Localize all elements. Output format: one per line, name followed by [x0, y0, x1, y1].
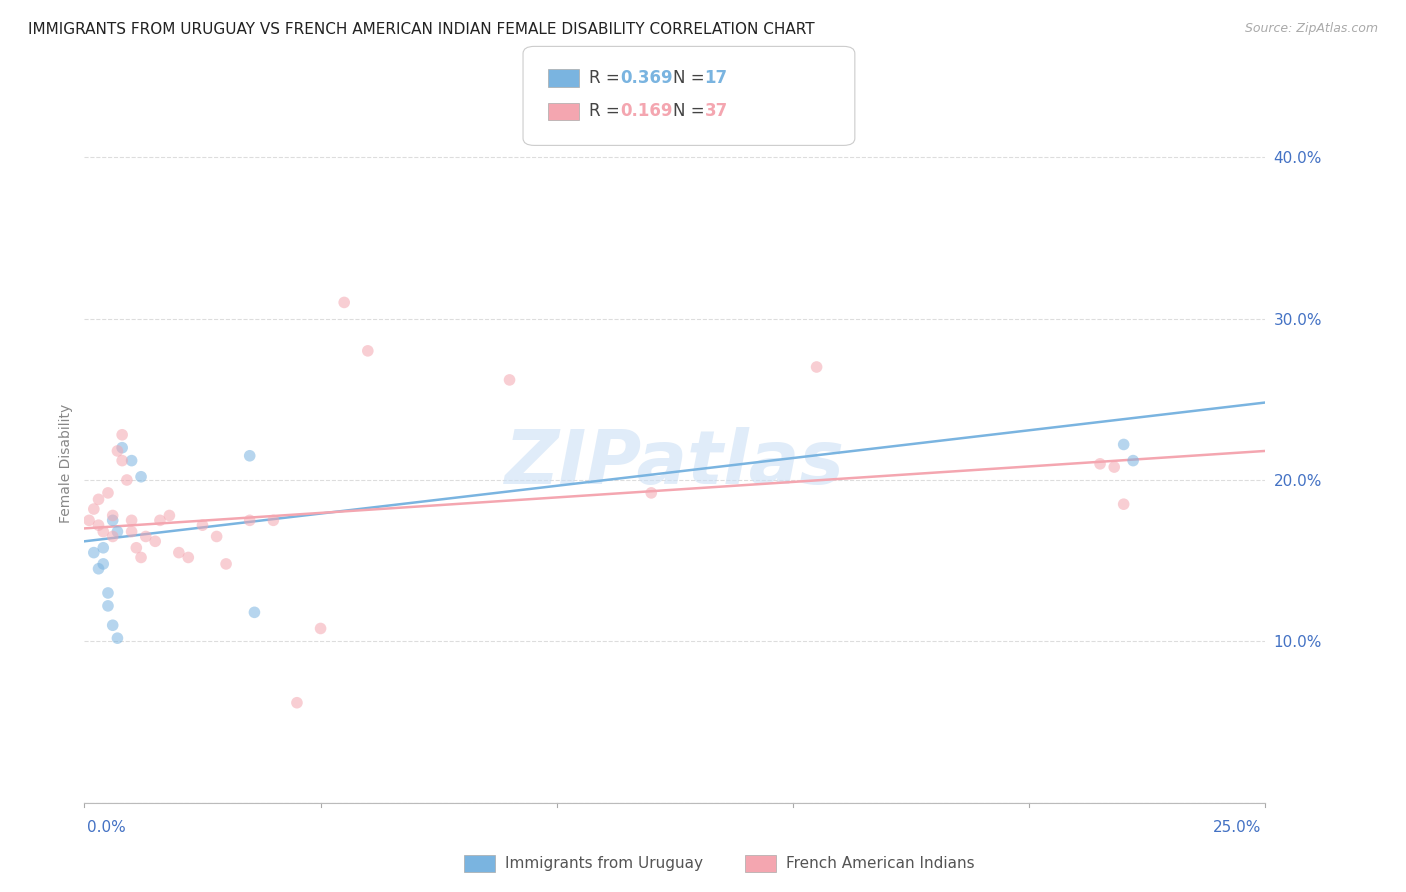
Point	[87, 492, 110, 507]
Text: 25.0%: 25.0%	[1213, 821, 1261, 835]
Point	[205, 529, 228, 543]
Point	[1102, 460, 1125, 475]
Point	[167, 546, 190, 560]
Point	[111, 453, 134, 467]
Point	[1088, 457, 1111, 471]
Point	[129, 550, 152, 565]
Text: IMMIGRANTS FROM URUGUAY VS FRENCH AMERICAN INDIAN FEMALE DISABILITY CORRELATION : IMMIGRANTS FROM URUGUAY VS FRENCH AMERIC…	[28, 22, 814, 37]
Point	[101, 508, 124, 523]
Point	[91, 557, 114, 571]
Text: R =: R =	[589, 103, 626, 120]
Point	[357, 343, 380, 358]
Point	[91, 524, 114, 539]
Text: 37: 37	[704, 103, 728, 120]
Point	[806, 359, 828, 374]
Point	[125, 541, 148, 555]
Point	[149, 513, 172, 527]
Point	[239, 513, 262, 527]
Point	[91, 541, 114, 555]
Point	[121, 453, 143, 467]
Text: 0.0%: 0.0%	[87, 821, 127, 835]
Text: 0.169: 0.169	[620, 103, 672, 120]
Point	[115, 473, 138, 487]
Point	[143, 534, 166, 549]
Text: Source: ZipAtlas.com: Source: ZipAtlas.com	[1244, 22, 1378, 36]
Point	[309, 622, 332, 636]
Text: R =: R =	[589, 69, 626, 87]
Point	[1112, 497, 1135, 511]
Text: French American Indians: French American Indians	[786, 856, 974, 871]
Point	[1112, 437, 1135, 451]
Point	[107, 631, 129, 645]
Point	[239, 449, 262, 463]
Point	[243, 605, 266, 619]
Point	[97, 599, 120, 613]
Point	[157, 508, 180, 523]
Point	[1122, 453, 1144, 467]
Text: 17: 17	[704, 69, 727, 87]
Point	[262, 513, 284, 527]
Point	[97, 486, 120, 500]
Point	[177, 550, 200, 565]
Point	[101, 513, 124, 527]
Point	[640, 486, 662, 500]
Point	[121, 524, 143, 539]
Point	[111, 427, 134, 442]
Text: Immigrants from Uruguay: Immigrants from Uruguay	[505, 856, 703, 871]
Point	[83, 546, 105, 560]
Text: 0.369: 0.369	[620, 69, 672, 87]
Point	[285, 696, 308, 710]
Point	[129, 469, 152, 483]
Point	[215, 557, 238, 571]
Point	[101, 618, 124, 632]
Point	[111, 441, 134, 455]
Point	[101, 529, 124, 543]
Text: N =: N =	[673, 69, 710, 87]
Text: ZIPatlas: ZIPatlas	[505, 427, 845, 500]
Point	[87, 518, 110, 533]
Point	[107, 524, 129, 539]
Point	[498, 373, 520, 387]
Y-axis label: Female Disability: Female Disability	[59, 404, 73, 524]
Point	[135, 529, 157, 543]
Point	[77, 513, 100, 527]
Point	[97, 586, 120, 600]
Point	[83, 502, 105, 516]
Text: N =: N =	[673, 103, 710, 120]
Point	[191, 518, 214, 533]
Point	[333, 295, 356, 310]
Point	[87, 562, 110, 576]
Point	[121, 513, 143, 527]
Point	[107, 444, 129, 458]
